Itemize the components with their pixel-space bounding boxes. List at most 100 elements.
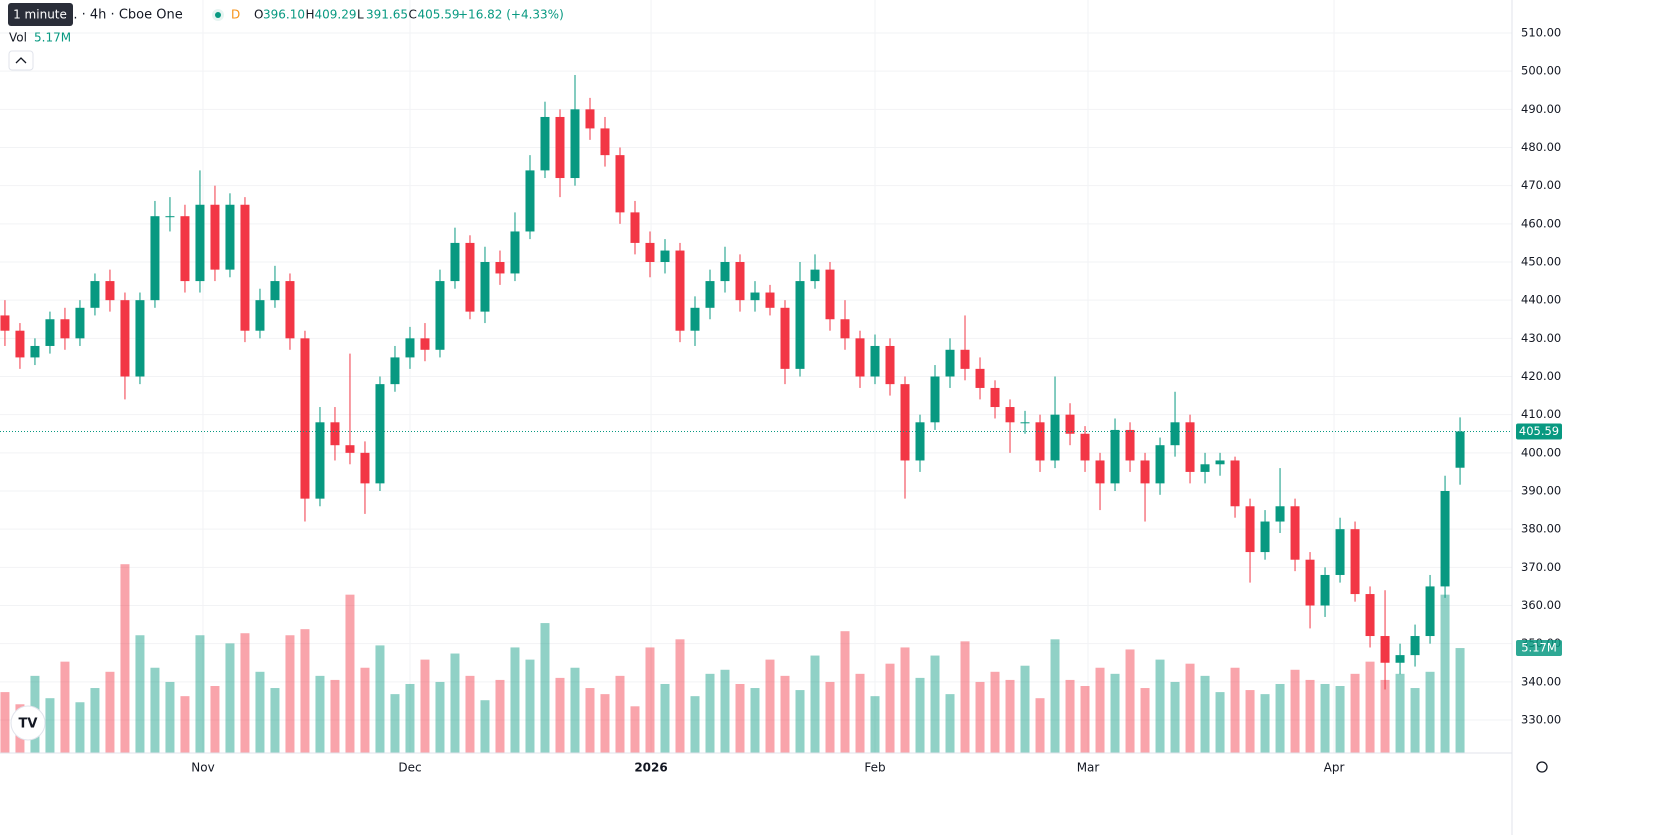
symbol-title: nc. · 4h · Cboe One (58, 8, 183, 23)
candle-body (30, 345, 40, 358)
volume-bar (330, 679, 340, 753)
volume-bar (990, 671, 1000, 753)
candle-body (1440, 491, 1450, 587)
grid (0, 0, 1512, 753)
x-tick-label: Dec (398, 761, 421, 775)
volume-bar (975, 681, 985, 753)
y-tick-label: 480.00 (1521, 140, 1561, 154)
y-tick-label: 500.00 (1521, 64, 1561, 78)
volume-bar (90, 688, 100, 753)
candle-body (1365, 594, 1375, 637)
collapse-icon (15, 57, 27, 64)
volume-bar (150, 667, 160, 753)
candle-body (870, 345, 880, 377)
settings-icon[interactable] (1536, 761, 1548, 773)
interval-badge: D (231, 8, 240, 22)
volume-bar (360, 667, 370, 753)
candle-body (405, 338, 415, 358)
candle-body (1350, 529, 1360, 595)
candle-body (105, 281, 115, 301)
candle-body (855, 338, 865, 377)
candle-body (690, 307, 700, 331)
volume-bar (750, 688, 760, 753)
volume-value: 5.17M (34, 31, 71, 45)
candle-body (570, 109, 580, 179)
volume-bar (165, 681, 175, 753)
last-volume-label: 5.17M (1521, 641, 1557, 655)
volume-bar (555, 677, 565, 753)
volume-bar (690, 696, 700, 753)
tooltip (8, 3, 73, 26)
candle-body (585, 109, 595, 129)
volume-bar (630, 706, 640, 753)
volume-bar (645, 647, 655, 753)
last-volume-box (1516, 640, 1562, 657)
change: +16.82 (+4.33%) (458, 8, 564, 22)
volume-bar (480, 700, 490, 753)
volume-bar (210, 686, 220, 753)
candle-body (135, 300, 145, 377)
candle-body (120, 300, 130, 377)
candle-body (1215, 460, 1225, 465)
candle-body (1050, 414, 1060, 461)
candle-body (375, 384, 385, 484)
volume-bar (855, 673, 865, 753)
y-tick-label: 510.00 (1521, 26, 1561, 40)
tooltip-text: 1 minute (13, 8, 67, 22)
volume-bar (780, 675, 790, 753)
volume-bar (870, 696, 880, 753)
candle-body (180, 216, 190, 282)
candle-body (915, 422, 925, 461)
volume-bar (1170, 681, 1180, 753)
last-price-label: 405.59 (1519, 424, 1559, 438)
volume-bar (1125, 649, 1135, 753)
candle-body (990, 387, 1000, 408)
candle-body (45, 319, 55, 346)
volume-bar (915, 677, 925, 753)
candle-body (15, 330, 25, 358)
volume-bar (1305, 679, 1315, 753)
candle-body (1155, 445, 1165, 484)
candle-body (435, 281, 445, 350)
volume-bar (345, 594, 355, 753)
logo[interactable] (10, 705, 46, 741)
volume-bar (600, 694, 610, 753)
volume-bar (420, 659, 430, 753)
volume-bar (885, 663, 895, 753)
volume-bar (945, 694, 955, 753)
volume-bar (735, 683, 745, 753)
candle-body (165, 216, 175, 218)
candle-body (540, 116, 550, 171)
price-axis: 330.00340.00350.00360.00370.00380.00390.… (191, 26, 1562, 775)
volume-bar (1335, 686, 1345, 753)
candle-body (975, 368, 985, 388)
last-price-box (1516, 423, 1562, 440)
volume-bar (1065, 679, 1075, 753)
volume-bar (120, 564, 130, 753)
candle-body (75, 307, 85, 339)
candle-body (1260, 521, 1270, 553)
candle-body (90, 281, 100, 308)
collapse-button[interactable] (8, 50, 34, 71)
y-tick-label: 460.00 (1521, 216, 1561, 230)
candle-body (735, 262, 745, 301)
candle-body (360, 452, 370, 484)
candle-body (945, 349, 955, 377)
volume-bar (285, 635, 295, 753)
candle-body (1125, 429, 1135, 461)
x-tick-label: Feb (864, 761, 885, 775)
candle-body (1380, 636, 1390, 663)
candle-body (1305, 559, 1315, 606)
y-tick-label: 420.00 (1521, 369, 1561, 383)
volume-bar (615, 675, 625, 753)
ohlc-value: 405.59 (418, 8, 460, 22)
x-tick-label: Mar (1077, 761, 1100, 775)
candle-body (285, 281, 295, 339)
candle-body (525, 170, 535, 232)
candle-body (930, 376, 940, 423)
y-tick-label: 490.00 (1521, 102, 1561, 116)
candle-body (555, 116, 565, 179)
volume-bar (405, 683, 415, 753)
volume-bar (1380, 679, 1390, 753)
